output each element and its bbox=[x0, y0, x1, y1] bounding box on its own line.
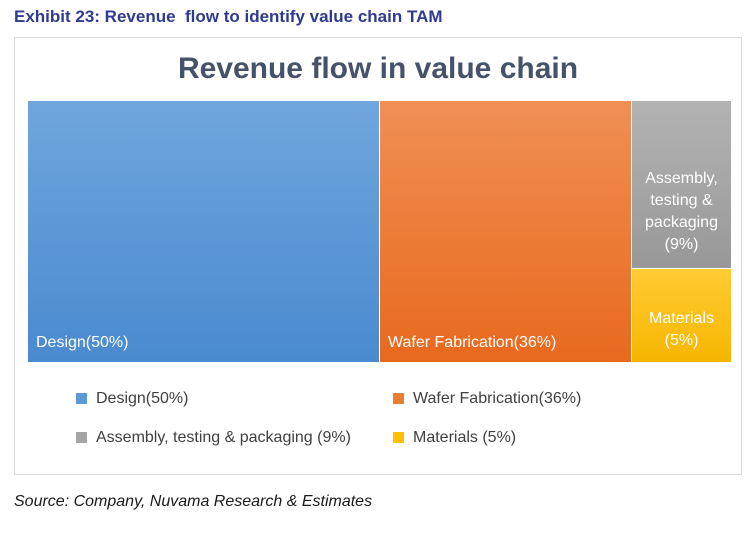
tile-materials: Materials (5%) bbox=[632, 269, 731, 362]
tile-assembly-label-line-4: (9%) bbox=[664, 236, 699, 253]
exhibit-title: Exhibit 23: Revenue flow to identify val… bbox=[14, 7, 443, 26]
tile-materials-label-line-2: (5%) bbox=[664, 332, 699, 349]
tile-wafer-fabrication-label: Wafer Fabrication(36%) bbox=[388, 334, 557, 351]
tile-materials-label: Materials (5%) bbox=[632, 308, 731, 352]
tile-design: Design(50%) bbox=[28, 101, 379, 362]
legend-swatch-design bbox=[76, 393, 87, 404]
legend-label-design: Design(50%) bbox=[96, 390, 189, 407]
legend-swatch-materials bbox=[393, 432, 404, 443]
chart-title: Revenue flow in value chain bbox=[177, 52, 579, 85]
legend-swatch-assembly bbox=[76, 432, 87, 443]
legend-label-materials: Materials (5%) bbox=[413, 429, 517, 446]
tile-wafer-fabrication: Wafer Fabrication(36%) bbox=[380, 101, 631, 362]
tile-assembly-label: Assembly, testing & packaging (9%) bbox=[632, 168, 731, 256]
tile-assembly-label-line-1: Assembly, bbox=[645, 170, 718, 187]
tile-assembly-label-line-2: testing & bbox=[650, 192, 713, 209]
tile-assembly-testing-packaging: Assembly, testing & packaging (9%) bbox=[632, 101, 731, 268]
tile-materials-label-line-1: Materials bbox=[649, 310, 714, 327]
tile-assembly-label-line-3: packaging bbox=[645, 214, 718, 231]
source-note: Source: Company, Nuvama Research & Estim… bbox=[14, 493, 373, 510]
tile-design-label: Design(50%) bbox=[36, 334, 129, 351]
legend-label-wafer-fabrication: Wafer Fabrication(36%) bbox=[413, 390, 582, 407]
legend-swatch-wafer-fabrication bbox=[393, 393, 404, 404]
legend-label-assembly: Assembly, testing & packaging (9%) bbox=[96, 429, 351, 446]
